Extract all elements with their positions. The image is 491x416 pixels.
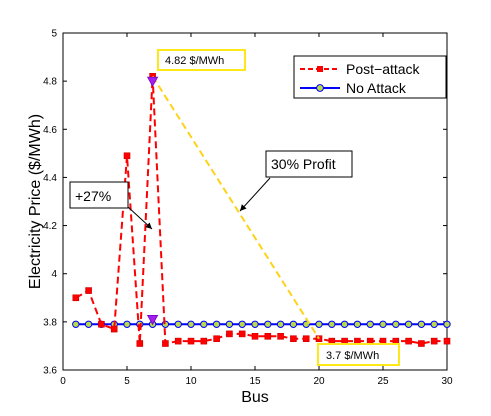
- data-point-no-attack: [187, 320, 195, 328]
- x-axis-label: Bus: [241, 389, 269, 406]
- data-point-post-attack: [72, 294, 80, 302]
- data-point-no-attack: [417, 320, 426, 328]
- data-point-no-attack: [392, 320, 400, 328]
- data-point-post-attack: [85, 287, 92, 294]
- data-point-no-attack: [353, 320, 362, 328]
- low-callout-box: [317, 343, 400, 366]
- legend: Post−attack No Attack: [293, 55, 447, 99]
- arrow-shaft: [239, 177, 271, 212]
- legend-label-no-attack: No Attack: [346, 80, 407, 96]
- x-tick-label: 10: [185, 376, 197, 387]
- data-point-post-attack: [200, 337, 208, 345]
- y-tick-label: 4: [51, 269, 57, 280]
- profit-callout-label: 30% Profit: [271, 156, 336, 172]
- profit-callout-box: [265, 150, 353, 178]
- data-point-post-attack: [264, 332, 272, 340]
- data-point-no-attack: [430, 320, 438, 328]
- arrowhead: [240, 204, 247, 211]
- x-tick-label: 20: [313, 376, 325, 387]
- data-point-no-attack: [379, 320, 387, 328]
- x-tick-label: 25: [377, 376, 389, 387]
- data-point-post-attack: [405, 337, 412, 345]
- data-point-no-attack: [264, 320, 272, 328]
- annotations: [127, 75, 320, 340]
- data-point-no-attack: [443, 320, 451, 328]
- arrowhead: [145, 222, 152, 229]
- y-tick-label: 4.4: [43, 173, 57, 184]
- x-tick-label: 5: [124, 376, 130, 387]
- data-point-post-attack: [290, 335, 297, 343]
- data-point-no-attack: [289, 320, 298, 328]
- data-point-no-attack: [366, 320, 374, 328]
- x-tick-label: 15: [249, 376, 261, 387]
- y-tick-label: 3.8: [43, 317, 57, 328]
- data-point-post-attack: [302, 335, 310, 343]
- y-tick-label: 4.6: [43, 125, 57, 136]
- data-point-no-attack: [251, 320, 259, 328]
- data-point-no-attack: [404, 320, 413, 328]
- peak-callout-box: [157, 49, 246, 71]
- data-point-no-attack: [72, 320, 80, 328]
- increase-callout-box: [69, 181, 129, 209]
- y-tick-label: 5: [51, 29, 57, 40]
- low-callout-label: 3.7 $/MWh: [326, 350, 379, 362]
- data-point-no-attack: [276, 320, 285, 328]
- profit-arrow: [239, 177, 271, 212]
- data-point-post-attack: [174, 337, 182, 345]
- data-point-post-attack: [238, 330, 246, 338]
- data-point-post-attack: [443, 337, 451, 345]
- data-point-no-attack: [84, 320, 93, 328]
- x-tick-label: 30: [441, 376, 453, 387]
- series-layer: [72, 73, 451, 347]
- star-marker-peak: [146, 76, 159, 87]
- data-point-no-attack: [238, 320, 246, 328]
- data-point-no-attack: [174, 320, 182, 328]
- callouts: 4.82 $/MWh 3.7 $/MWh 30% Profit +27%: [69, 49, 400, 366]
- y-axis-label: Electricity Price ($/MWh): [27, 114, 44, 289]
- y-tick-label: 3.6: [43, 366, 57, 377]
- data-point-post-attack: [162, 340, 169, 347]
- data-point-post-attack: [430, 337, 438, 345]
- increase-arrow: [127, 206, 153, 230]
- data-point-no-attack: [340, 320, 349, 328]
- data-point-post-attack: [251, 332, 259, 340]
- data-point-no-attack: [225, 320, 234, 328]
- data-point-post-attack: [187, 337, 195, 345]
- y-tick-label: 4.2: [43, 221, 57, 232]
- data-point-no-attack: [123, 320, 131, 328]
- data-point-post-attack: [98, 320, 105, 328]
- data-point-post-attack: [418, 340, 425, 347]
- data-point-post-attack: [110, 325, 118, 333]
- x-tick-label: 0: [60, 376, 66, 387]
- data-point-no-attack: [212, 320, 221, 328]
- star-marker-baseline: [146, 315, 159, 326]
- data-point-post-attack: [123, 152, 131, 160]
- data-point-post-attack: [213, 335, 220, 343]
- legend-marker-post-attack: [317, 66, 323, 72]
- data-point-no-attack: [315, 320, 323, 328]
- peak-callout-label: 4.82 $/MWh: [165, 55, 224, 67]
- data-point-post-attack: [136, 340, 144, 347]
- legend-marker-no-attack: [316, 84, 324, 92]
- data-point-no-attack: [200, 320, 208, 328]
- y-tick-label: 4.8: [43, 77, 57, 88]
- legend-label-post-attack: Post−attack: [346, 61, 421, 77]
- data-point-no-attack: [328, 320, 336, 328]
- profit-line: [151, 75, 320, 340]
- data-point-no-attack: [161, 320, 170, 328]
- data-point-post-attack: [226, 330, 233, 338]
- increase-callout-label: +27%: [75, 188, 111, 204]
- data-point-post-attack: [277, 332, 284, 340]
- axes: 0 5 10 15 20 25 30 3.6 3.8 4 4.2 4.4 4.6 4.8 5: [43, 29, 453, 388]
